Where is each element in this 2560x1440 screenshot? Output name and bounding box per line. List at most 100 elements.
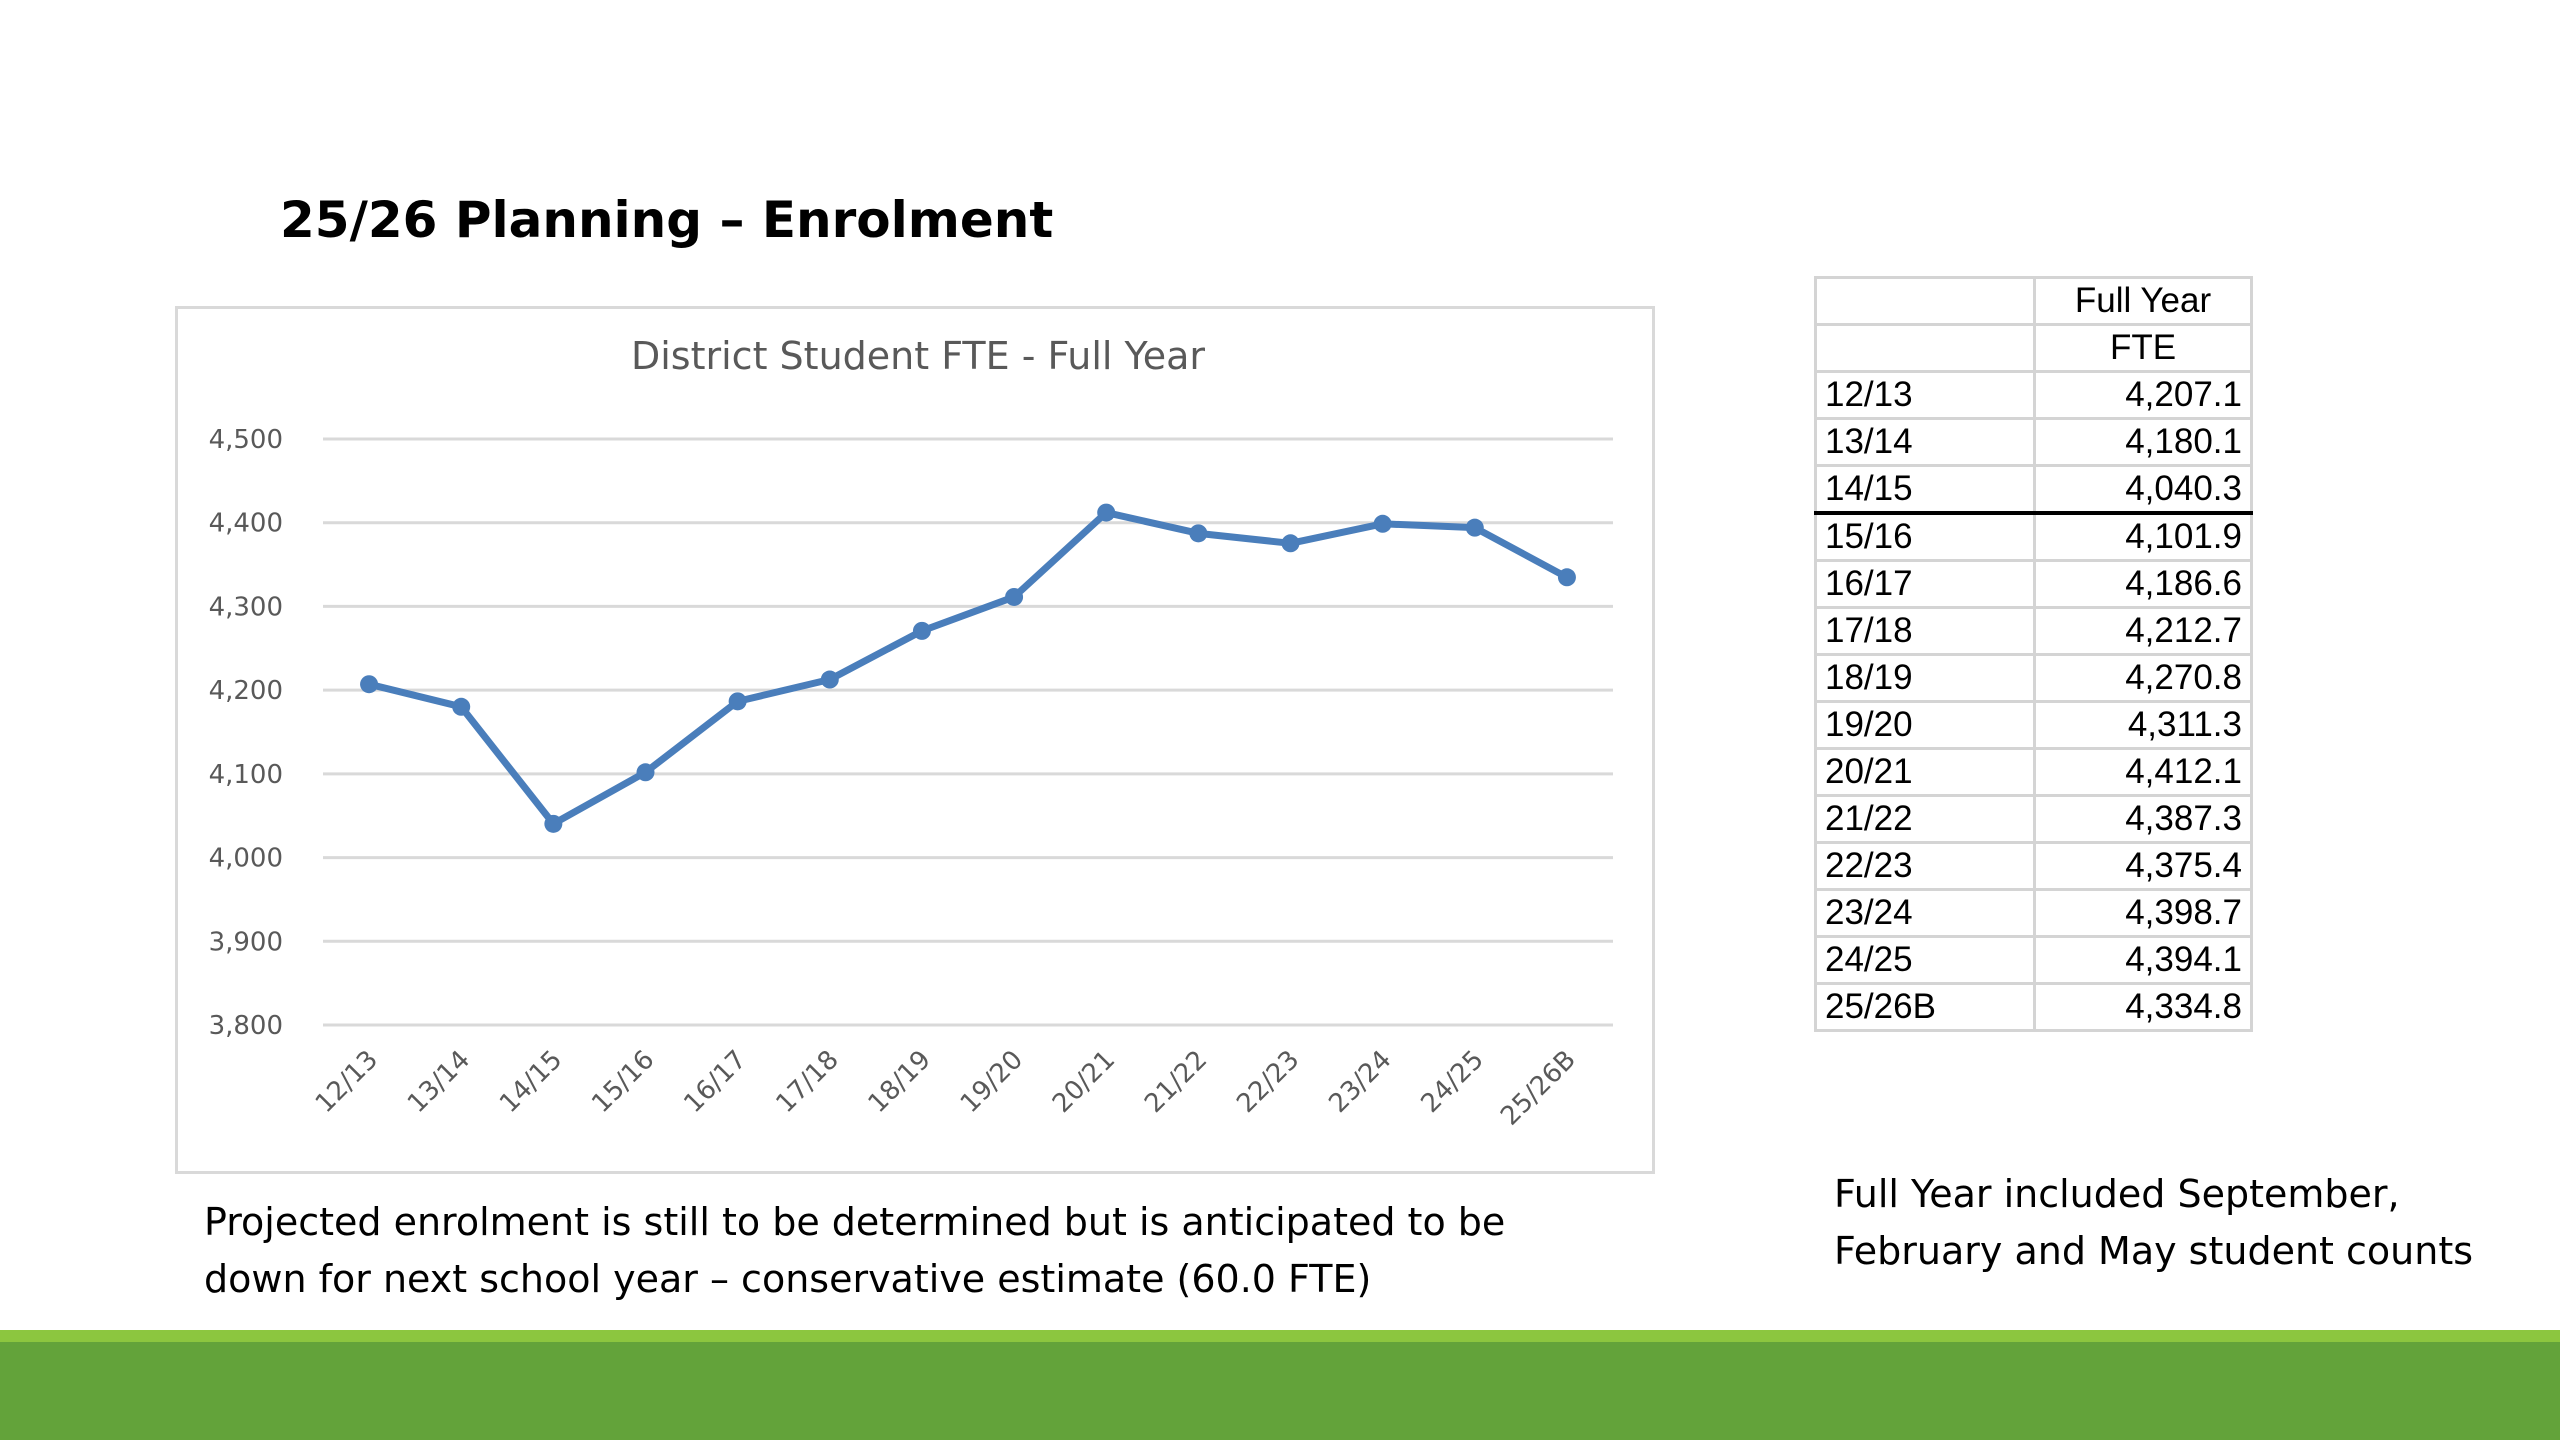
x-tick-label: 17/18 [771,1045,845,1119]
table-fte-cell: 4,311.3 [2033,700,2253,750]
table-year-cell: 15/16 [1814,511,2036,562]
table-fte-cell: 4,270.8 [2033,653,2253,703]
table-header-blank-cell [1814,323,2036,373]
table-row: 21/22 4,387.3 [1814,794,2253,844]
data-point [360,675,379,694]
y-tick-label: 3,800 [209,1011,283,1041]
x-tick-label: 18/19 [863,1045,937,1119]
table-year-cell: 16/17 [1814,559,2036,609]
chart-gridlines [323,437,1613,1027]
footer-band-highlight [0,1330,2560,1342]
table-year-cell: 18/19 [1814,653,2036,703]
y-tick-label: 4,400 [209,509,283,539]
x-tick-label: 21/22 [1139,1045,1213,1119]
data-point [1373,514,1392,533]
y-tick-label: 4,500 [209,425,283,455]
x-tick-label: 22/23 [1231,1045,1305,1119]
full-year-note-line: Full Year included September, [1834,1172,2400,1216]
table-header-full-year: Full Year [2033,276,2253,326]
data-point [820,670,839,689]
fte-table-body: Full Year FTE 12/13 4,207.1 13/14 4,180.1 14… [1814,276,2253,1032]
data-point [636,763,655,782]
projection-note-line: Projected enrolment is still to be deter… [204,1200,1506,1244]
table-fte-cell: 4,212.7 [2033,606,2253,656]
table-year-cell: 19/20 [1814,700,2036,750]
fte-table: Full Year FTE 12/13 4,207.1 13/14 4,180.1 14… [1814,276,2253,1032]
table-year-cell: 22/23 [1814,841,2036,891]
table-header-row: Full Year [1814,276,2253,326]
table-year-cell: 17/18 [1814,606,2036,656]
x-tick-label: 23/24 [1323,1045,1397,1119]
table-row: 22/23 4,375.4 [1814,841,2253,891]
table-header-blank-cell [1814,276,2036,326]
chart-series-markers [360,503,1576,833]
table-fte-cell: 4,394.1 [2033,935,2253,985]
data-point [728,692,747,711]
data-point [1005,587,1024,606]
x-tick-label: 15/16 [586,1045,660,1119]
data-point [912,621,931,640]
table-year-cell: 25/26B [1814,982,2036,1032]
table-fte-cell: 4,375.4 [2033,841,2253,891]
projection-note: Projected enrolment is still to be deter… [204,1194,1704,1308]
projection-note-line: down for next school year – conservative… [204,1257,1372,1301]
data-point [1189,524,1208,543]
table-year-cell: 13/14 [1814,417,2036,467]
table-fte-cell: 4,334.8 [2033,982,2253,1032]
x-tick-label: 13/14 [402,1045,476,1119]
table-year-cell: 14/15 [1814,464,2036,515]
table-row: 24/25 4,394.1 [1814,935,2253,985]
line-chart-panel: District Student FTE - Full Year 3,800 3,… [175,306,1655,1174]
table-row: 13/14 4,180.1 [1814,417,2253,467]
data-point [1557,568,1576,587]
table-year-cell: 12/13 [1814,370,2036,420]
x-tick-label: 16/17 [678,1045,752,1119]
table-year-cell: 24/25 [1814,935,2036,985]
x-tick-label: 19/20 [955,1045,1029,1119]
table-header-row: FTE [1814,323,2253,373]
table-fte-cell: 4,387.3 [2033,794,2253,844]
y-tick-label: 4,200 [209,676,283,706]
footer-band [0,1330,2560,1440]
data-point [544,814,563,833]
data-point [1281,534,1300,553]
full-year-note: Full Year included September, February a… [1834,1166,2534,1280]
x-tick-label: 25/26B [1495,1045,1582,1132]
table-row: 15/16 4,101.9 [1814,511,2253,562]
table-fte-cell: 4,101.9 [2033,511,2253,562]
slide-title: 25/26 Planning – Enrolment [280,191,1054,249]
table-year-cell: 23/24 [1814,888,2036,938]
table-row: 25/26B 4,334.8 [1814,982,2253,1032]
data-point [1097,503,1116,522]
table-row: 17/18 4,212.7 [1814,606,2253,656]
y-tick-label: 4,100 [209,760,283,790]
table-fte-cell: 4,186.6 [2033,559,2253,609]
x-tick-label: 24/25 [1416,1045,1490,1119]
x-tick-label: 12/13 [310,1045,384,1119]
line-chart: District Student FTE - Full Year 3,8003,… [209,334,1613,1132]
table-row: 23/24 4,398.7 [1814,888,2253,938]
table-row: 18/19 4,270.8 [1814,653,2253,703]
y-tick-label: 4,000 [209,844,283,874]
table-fte-cell: 4,412.1 [2033,747,2253,797]
table-row: 14/15 4,040.3 [1814,464,2253,515]
chart-series-line [365,509,1571,828]
table-year-cell: 21/22 [1814,794,2036,844]
table-row: 19/20 4,311.3 [1814,700,2253,750]
x-tick-label: 14/15 [494,1045,568,1119]
full-year-note-line: February and May student counts [1834,1229,2474,1273]
table-fte-cell: 4,207.1 [2033,370,2253,420]
table-row: 20/21 4,412.1 [1814,747,2253,797]
series-line [365,509,1571,828]
y-tick-label: 4,300 [209,592,283,622]
table-fte-cell: 4,040.3 [2033,464,2253,515]
chart-x-axis-labels: 12/13 13/14 14/15 15/16 16/17 17/18 18/19 19/20… [310,1045,1582,1132]
table-fte-cell: 4,180.1 [2033,417,2253,467]
x-tick-label: 20/21 [1047,1045,1121,1119]
table-fte-cell: 4,398.7 [2033,888,2253,938]
data-point [1465,518,1484,537]
table-year-cell: 20/21 [1814,747,2036,797]
data-point [452,697,471,716]
table-row: 16/17 4,186.6 [1814,559,2253,609]
table-header-fte: FTE [2033,323,2253,373]
